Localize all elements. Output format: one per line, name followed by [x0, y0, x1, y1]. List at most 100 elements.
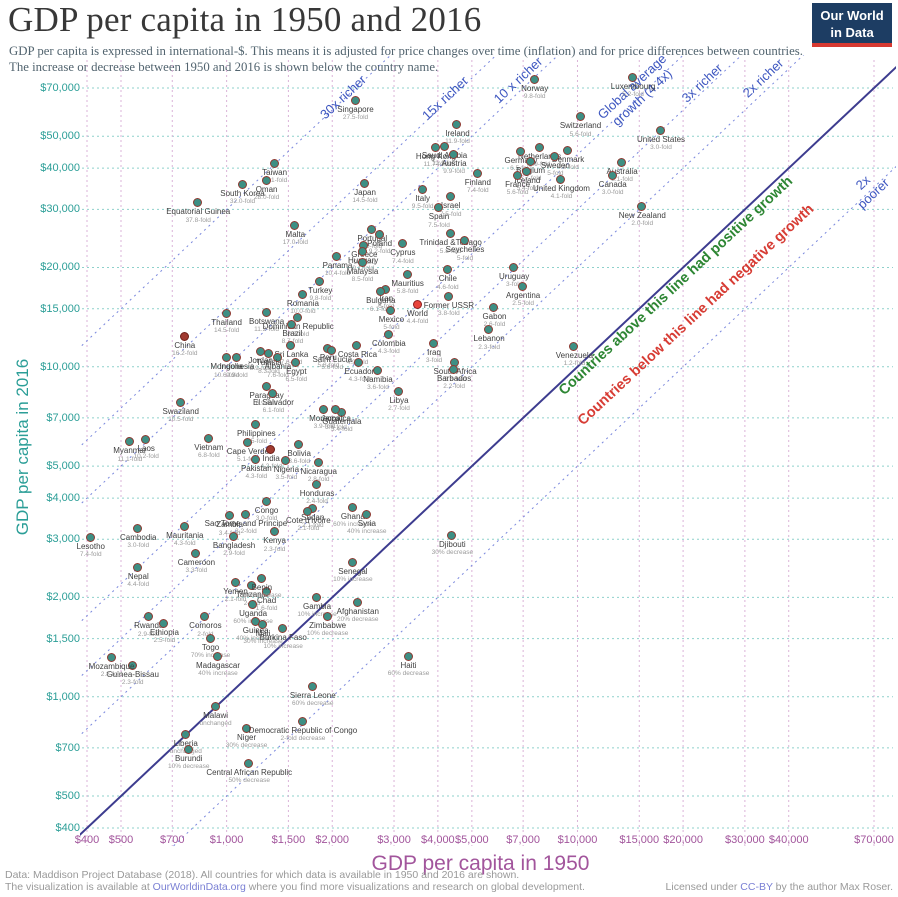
data-point[interactable]	[386, 306, 396, 316]
data-point[interactable]	[213, 651, 222, 661]
data-point[interactable]	[556, 174, 566, 184]
data-point[interactable]	[447, 530, 457, 540]
data-point[interactable]	[656, 125, 665, 135]
data-point[interactable]	[322, 611, 332, 621]
data-point[interactable]	[327, 345, 337, 355]
data-point[interactable]	[221, 308, 231, 318]
data-point[interactable]	[472, 168, 482, 178]
data-point[interactable]	[403, 651, 413, 661]
data-point[interactable]	[251, 454, 261, 464]
data-point[interactable]	[237, 179, 247, 189]
data-point[interactable]	[286, 340, 296, 350]
data-point[interactable]	[352, 340, 362, 350]
data-point[interactable]	[637, 201, 647, 211]
data-point[interactable]	[452, 120, 462, 130]
data-point[interactable]	[357, 257, 367, 267]
data-point[interactable]	[434, 203, 443, 213]
data-point[interactable]	[484, 325, 494, 335]
data-point[interactable]	[263, 349, 273, 359]
data-point[interactable]	[397, 239, 407, 249]
data-point[interactable]	[375, 287, 385, 297]
data-point[interactable]	[297, 716, 307, 726]
data-point[interactable]	[191, 548, 201, 558]
data-point[interactable]	[358, 246, 368, 256]
data-point[interactable]	[269, 158, 279, 168]
data-point[interactable]	[287, 319, 297, 329]
data-point[interactable]	[180, 730, 190, 740]
data-point[interactable]	[429, 339, 438, 349]
data-point[interactable]	[133, 562, 143, 572]
data-point[interactable]	[575, 112, 585, 122]
data-point[interactable]	[525, 156, 535, 166]
data-point[interactable]	[515, 146, 525, 156]
data-point[interactable]	[179, 521, 189, 531]
data-point[interactable]	[352, 597, 362, 607]
data-point[interactable]	[607, 171, 617, 181]
data-point[interactable]	[258, 619, 268, 629]
data-point[interactable]	[617, 157, 627, 167]
data-point[interactable]	[203, 433, 213, 443]
data-point[interactable]	[175, 398, 185, 408]
data-point[interactable]	[143, 612, 153, 622]
data-point[interactable]	[261, 307, 271, 317]
data-point[interactable]	[412, 299, 422, 309]
data-point[interactable]	[360, 178, 370, 188]
data-point[interactable]	[489, 302, 499, 312]
data-point[interactable]	[319, 404, 329, 414]
data-point[interactable]	[522, 167, 532, 177]
data-point[interactable]	[534, 143, 544, 153]
data-point[interactable]	[569, 341, 579, 351]
data-point[interactable]	[439, 141, 449, 151]
owid-logo[interactable]: Our World in Data	[812, 3, 892, 43]
data-point[interactable]	[293, 312, 303, 322]
data-point[interactable]	[231, 353, 241, 363]
data-point[interactable]	[445, 229, 455, 239]
data-point[interactable]	[303, 506, 313, 516]
footer-link-owid[interactable]: OurWorldinData.org	[152, 881, 246, 893]
data-point[interactable]	[331, 405, 340, 415]
data-point[interactable]	[312, 593, 322, 603]
data-point[interactable]	[449, 364, 459, 374]
data-point[interactable]	[394, 387, 404, 397]
data-point[interactable]	[402, 269, 412, 279]
data-point[interactable]	[290, 221, 300, 231]
footer-link-ccby[interactable]: CC-BY	[740, 881, 773, 893]
data-point[interactable]	[278, 624, 288, 634]
data-point[interactable]	[294, 439, 304, 449]
data-point[interactable]	[240, 509, 250, 519]
data-point[interactable]	[442, 265, 452, 275]
data-point[interactable]	[347, 558, 357, 568]
data-point[interactable]	[332, 252, 342, 262]
data-point[interactable]	[261, 176, 271, 186]
data-point[interactable]	[124, 437, 134, 447]
data-point[interactable]	[256, 574, 266, 584]
data-point[interactable]	[417, 184, 427, 194]
data-point[interactable]	[509, 263, 519, 273]
data-point[interactable]	[224, 511, 234, 521]
data-point[interactable]	[313, 457, 323, 467]
data-point[interactable]	[261, 586, 271, 596]
data-point[interactable]	[269, 527, 279, 537]
data-point[interactable]	[193, 198, 203, 208]
data-point[interactable]	[85, 532, 95, 542]
data-point[interactable]	[449, 149, 459, 159]
data-point[interactable]	[529, 75, 539, 85]
data-point[interactable]	[179, 332, 189, 342]
data-point[interactable]	[297, 290, 307, 300]
data-point[interactable]	[133, 523, 143, 533]
data-point[interactable]	[205, 633, 215, 643]
data-point[interactable]	[347, 503, 357, 513]
data-point[interactable]	[246, 581, 256, 591]
data-point[interactable]	[307, 682, 317, 692]
data-point[interactable]	[628, 73, 638, 83]
data-point[interactable]	[374, 229, 384, 239]
data-point[interactable]	[261, 381, 271, 391]
data-point[interactable]	[445, 192, 455, 202]
data-point[interactable]	[183, 744, 193, 754]
data-point[interactable]	[221, 353, 231, 363]
data-point[interactable]	[361, 509, 371, 519]
data-point[interactable]	[383, 330, 393, 340]
data-point[interactable]	[106, 653, 116, 663]
data-point[interactable]	[244, 759, 254, 769]
data-point[interactable]	[291, 358, 301, 368]
